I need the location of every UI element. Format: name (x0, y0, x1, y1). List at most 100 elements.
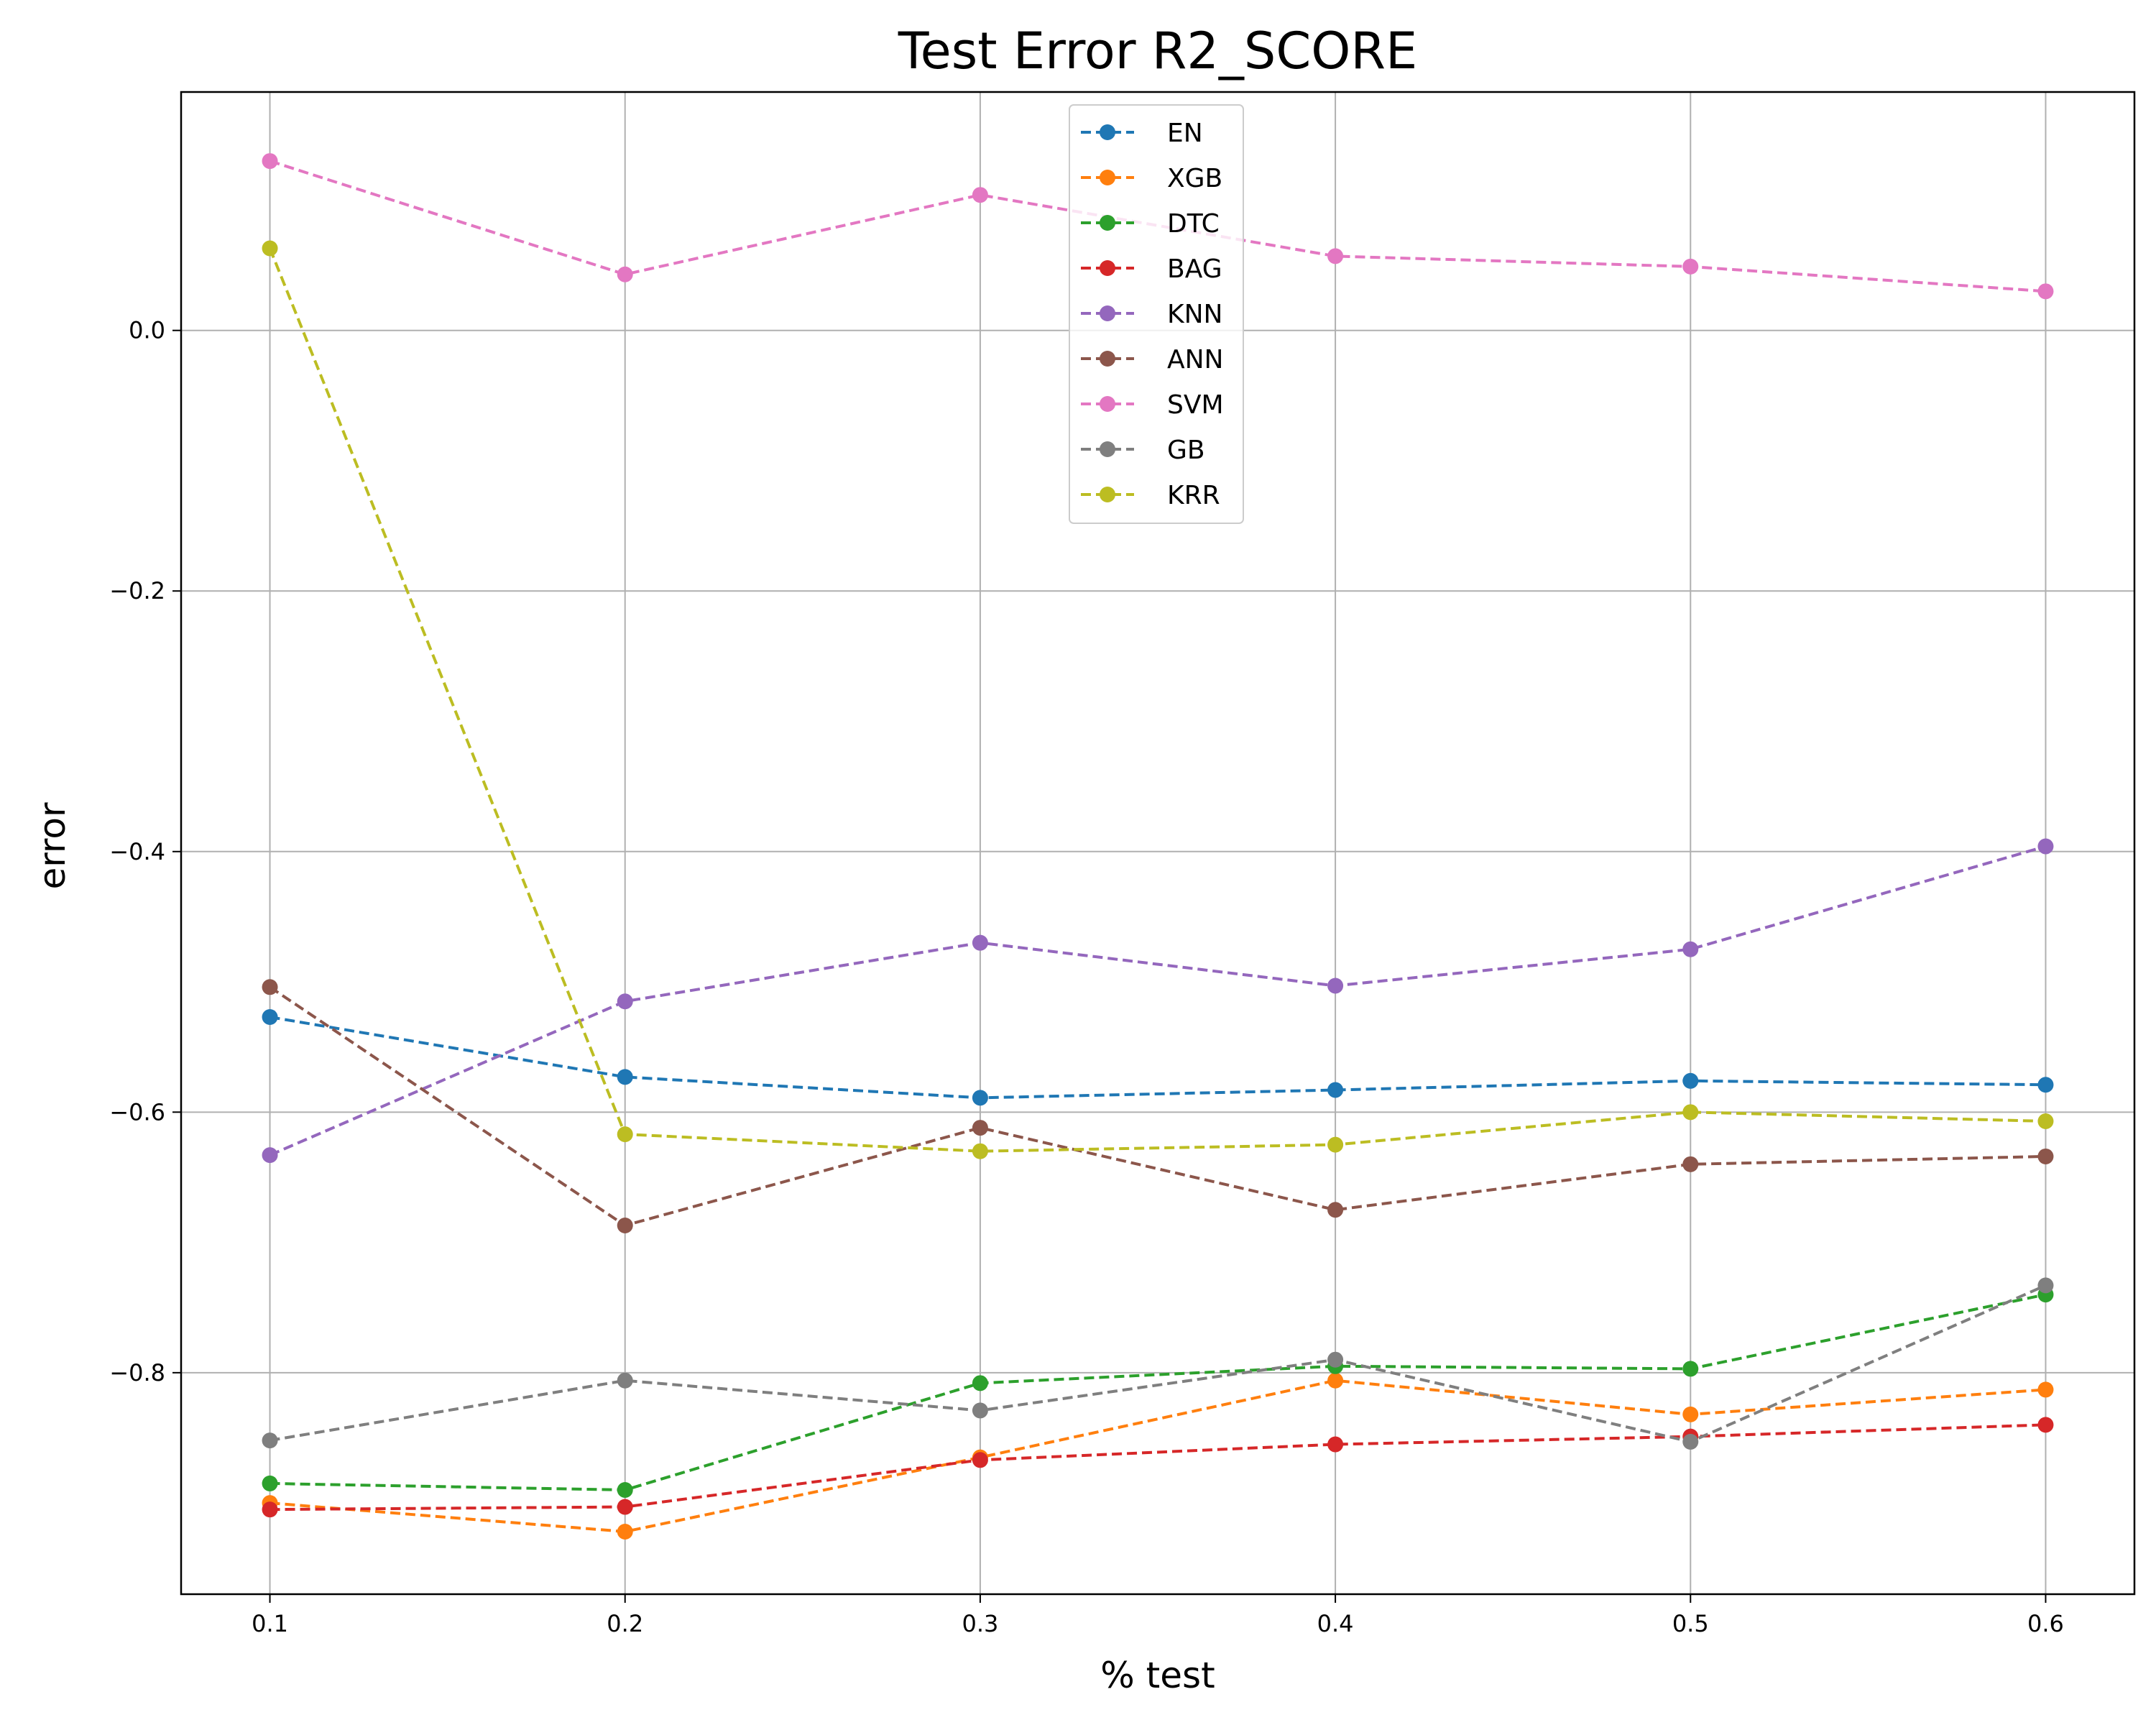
data-point (972, 934, 988, 951)
y-axis-title: error (32, 802, 73, 889)
data-point (262, 1008, 278, 1025)
data-point (2037, 838, 2054, 855)
data-point (1327, 1351, 1344, 1368)
legend: EN XGB DTC BAG KNN ANN SVM GB KRR (1069, 104, 1244, 524)
legend-label: DTC (1167, 209, 1220, 239)
data-point (1327, 978, 1344, 994)
data-point (262, 153, 278, 170)
legend-swatch-marker (1100, 260, 1115, 276)
series-line (269, 985, 2046, 1228)
data-point (2037, 1077, 2054, 1093)
data-point (617, 266, 633, 282)
data-point (1327, 1436, 1344, 1453)
series-line (270, 1016, 2046, 1100)
data-point (617, 1069, 633, 1085)
series-knn (262, 838, 2054, 1164)
data-point (617, 1499, 633, 1515)
data-point (1327, 1136, 1344, 1153)
data-point (2037, 1277, 2054, 1294)
data-point (262, 1432, 278, 1449)
legend-label: SVM (1167, 390, 1224, 420)
x-tick-label: 0.6 (2027, 1610, 2064, 1637)
series-line (270, 1293, 2046, 1491)
series-line (269, 845, 2047, 1156)
series-line (270, 1379, 2046, 1534)
grid-lines (181, 92, 2134, 1594)
data-point (972, 1143, 988, 1159)
y-tick-label: −0.8 (109, 1359, 165, 1386)
data-point (1327, 1202, 1344, 1218)
legend-box (1069, 104, 1244, 524)
legend-swatch-marker (1100, 441, 1115, 457)
data-point (1682, 1406, 1699, 1422)
legend-item-krr: KRR (1081, 481, 1220, 510)
data-point (262, 240, 278, 257)
series-en (262, 1008, 2054, 1106)
data-point (1682, 1433, 1699, 1450)
legend-item-knn: KNN (1081, 300, 1222, 329)
data-point (262, 1147, 278, 1164)
data-point (1682, 1072, 1699, 1089)
legend-item-gb: GB (1081, 436, 1205, 465)
data-point (972, 1120, 988, 1136)
axis-ticks: 0.1 0.2 0.3 0.4 0.5 0.6 0.0 −0.2 −0.4 −0.6 −0.8 (109, 317, 2064, 1637)
legend-label: KRR (1167, 481, 1220, 510)
x-axis-title: % test (1100, 1655, 1215, 1696)
data-point (617, 1372, 633, 1389)
legend-item-bag: BAG (1081, 254, 1222, 284)
y-tick-label: −0.6 (109, 1098, 165, 1126)
legend-label: BAG (1167, 254, 1222, 284)
data-point (617, 993, 633, 1010)
data-point (2037, 1417, 2054, 1433)
legend-item-ann: ANN (1081, 345, 1224, 374)
legend-item-xgb: XGB (1081, 164, 1222, 193)
series-line (270, 1423, 2046, 1512)
data-point (1682, 1156, 1699, 1172)
series-ann (262, 979, 2054, 1234)
data-point (262, 1475, 278, 1491)
legend-label: EN (1167, 119, 1203, 148)
data-point (617, 1218, 633, 1234)
legend-label: XGB (1167, 164, 1222, 193)
data-point (262, 1501, 278, 1518)
data-point (972, 187, 988, 203)
chart-title: Test Error R2_SCORE (898, 22, 1417, 80)
x-tick-label: 0.5 (1672, 1610, 1709, 1637)
legend-item-en: EN (1081, 119, 1203, 148)
data-point (1682, 941, 1699, 957)
legend-item-svm: SVM (1081, 390, 1224, 420)
legend-swatch-marker (1100, 170, 1115, 185)
series-svm (262, 153, 2054, 300)
x-tick-label: 0.3 (962, 1610, 998, 1637)
x-tick-label: 0.1 (252, 1610, 288, 1637)
data-point (1682, 1361, 1699, 1377)
legend-swatch-marker (1100, 396, 1115, 412)
series-gb (262, 1277, 2054, 1450)
data-point (1682, 258, 1699, 275)
legend-item-dtc: DTC (1081, 209, 1220, 239)
data-point (262, 979, 278, 995)
data-point (617, 1481, 633, 1498)
legend-label: KNN (1167, 300, 1222, 329)
data-point (1327, 1082, 1344, 1098)
series-line (269, 160, 2046, 293)
data-point (2037, 1381, 2054, 1398)
legend-swatch-marker (1100, 124, 1115, 140)
y-tick-label: −0.2 (109, 577, 165, 604)
legend-swatch-marker (1100, 215, 1115, 231)
series-line (268, 247, 2046, 1153)
legend-swatch-marker (1100, 351, 1115, 367)
data-point (1327, 1372, 1344, 1389)
data-point (2037, 283, 2054, 300)
data-point (1682, 1104, 1699, 1121)
data-point (2037, 1148, 2054, 1164)
y-tick-label: −0.4 (109, 838, 165, 865)
data-point (617, 1126, 633, 1143)
series-krr (262, 240, 2054, 1159)
plot-area-frame (180, 91, 2136, 1596)
data-point (617, 1523, 633, 1540)
x-tick-label: 0.2 (607, 1610, 643, 1637)
data-point (972, 1402, 988, 1419)
x-tick-label: 0.4 (1317, 1610, 1354, 1637)
